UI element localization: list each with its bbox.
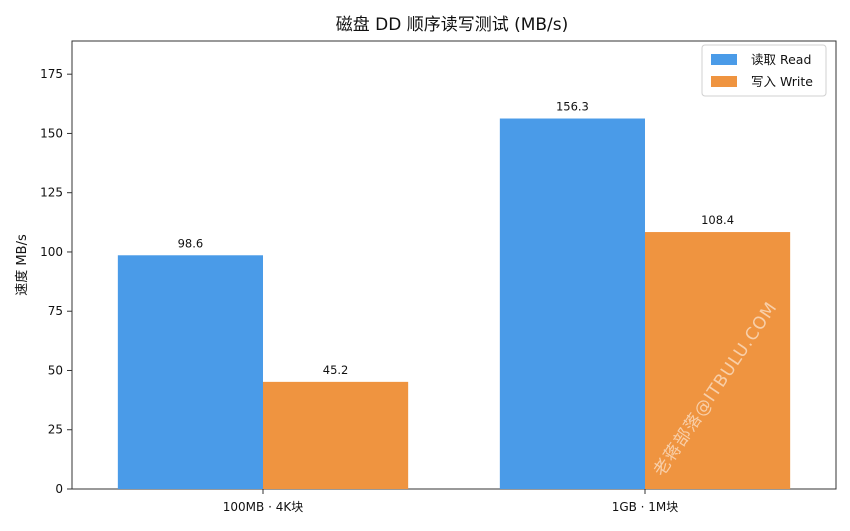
chart-title: 磁盘 DD 顺序读写测试 (MB/s): [336, 15, 569, 35]
y-axis-ticks: 0 25 50 75 100 125 150 175: [40, 67, 72, 496]
legend-label-read: 读取 Read: [751, 52, 811, 67]
x-tick-label: 1GB · 1M块: [612, 500, 679, 514]
x-axis-ticks: 100MB · 4K块 1GB · 1M块: [223, 489, 679, 514]
y-tick-label: 100: [40, 245, 63, 259]
bars: [117, 118, 791, 489]
bar-value-label: 45.2: [323, 363, 349, 377]
y-tick-label: 50: [48, 363, 63, 377]
bar-value-label: 108.4: [701, 213, 734, 227]
y-tick-label: 25: [48, 423, 63, 437]
y-tick-label: 175: [40, 67, 63, 81]
legend: 读取 Read 写入 Write: [701, 44, 827, 97]
x-tick-label: 100MB · 4K块: [223, 500, 303, 514]
bar-write: [645, 232, 791, 489]
bar-read: [499, 118, 645, 489]
y-tick-label: 150: [40, 126, 63, 140]
bar-read: [117, 255, 263, 489]
bar-value-label: 98.6: [178, 236, 204, 250]
y-axis-label: 速度 MB/s: [14, 234, 30, 296]
legend-label-write: 写入 Write: [751, 74, 813, 89]
y-tick-label: 75: [48, 304, 63, 318]
bar-value-label: 156.3: [556, 100, 589, 114]
y-tick-label: 125: [40, 186, 63, 200]
legend-swatch-write: [711, 76, 737, 87]
plot-area-frame: [71, 40, 837, 490]
bar-write: [263, 381, 409, 489]
y-tick-label: 0: [55, 482, 63, 496]
legend-swatch-read: [711, 54, 737, 65]
bar-value-labels: 98.6 45.2 156.3 108.4: [178, 100, 734, 377]
